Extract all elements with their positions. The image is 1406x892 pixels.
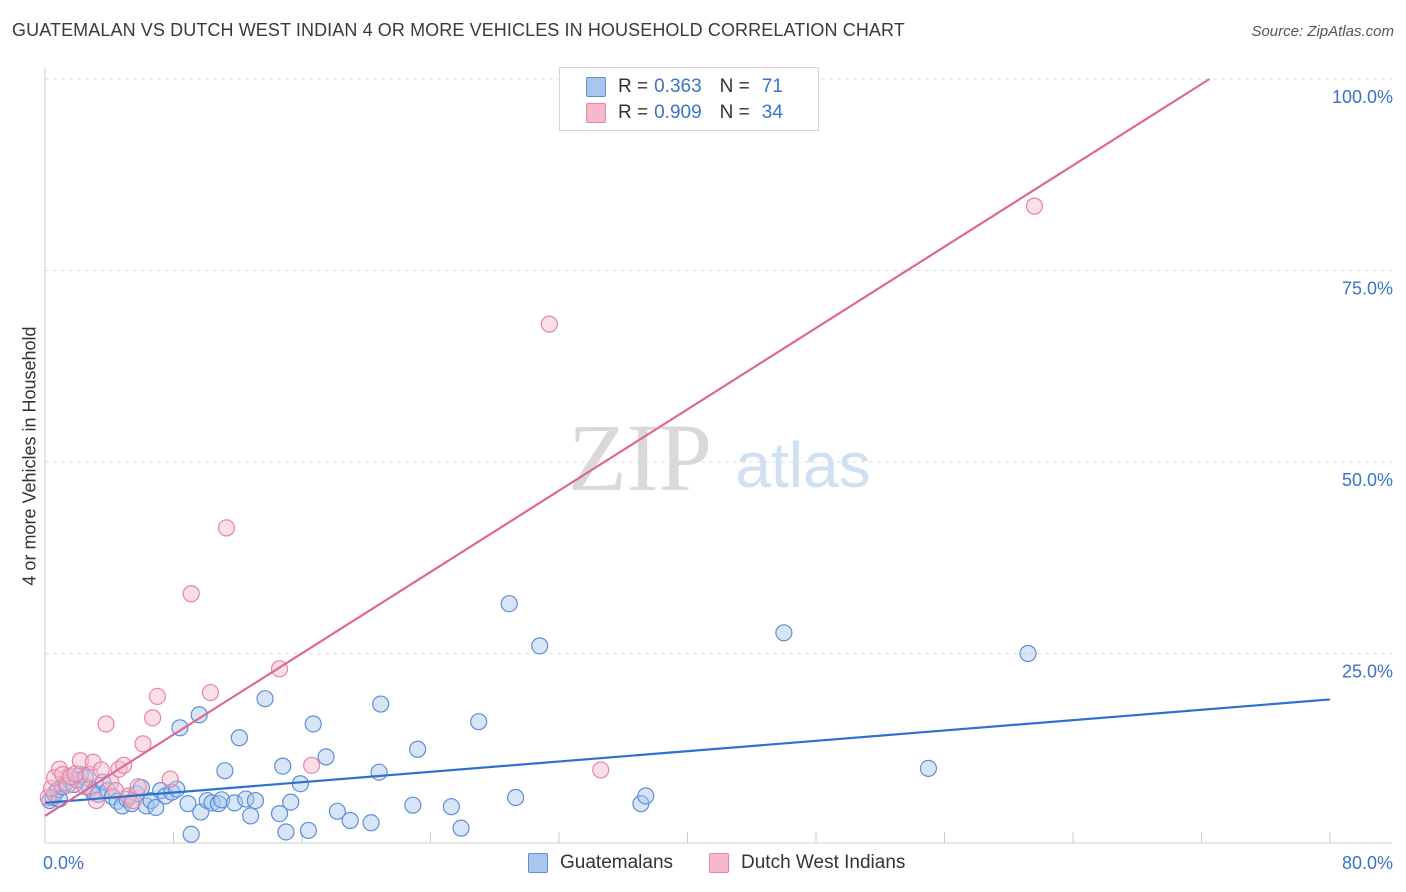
point-guatemalans bbox=[256, 690, 274, 708]
trend-line-dutch-west-indians bbox=[44, 78, 1211, 817]
point-dutch-west-indians bbox=[540, 315, 558, 333]
point-dutch-west-indians bbox=[1025, 197, 1044, 215]
trend-layer bbox=[44, 78, 1331, 817]
points-layer bbox=[39, 197, 1044, 843]
axes-layer bbox=[44, 68, 1392, 844]
legend-row-dutch-west-indians: R = 0.909 N = 34 bbox=[586, 101, 783, 125]
chart-title: GUATEMALAN VS DUTCH WEST INDIAN 4 OR MOR… bbox=[12, 20, 905, 40]
point-guatemalans bbox=[442, 798, 460, 816]
y-tick-label: 100.0% bbox=[1332, 87, 1393, 107]
legend-n-value: 34 bbox=[761, 102, 783, 123]
point-dutch-west-indians bbox=[592, 761, 610, 779]
point-dutch-west-indians bbox=[97, 715, 115, 733]
point-dutch-west-indians bbox=[129, 778, 147, 796]
legend-n-label: N = bbox=[719, 102, 750, 123]
tick-label-layer: 25.0% 50.0% 75.0% 100.0% 0.0% 80.0% bbox=[43, 87, 1393, 873]
point-guatemalans bbox=[1019, 644, 1037, 663]
point-guatemalans bbox=[225, 794, 244, 812]
legend-r-value: 0.909 bbox=[654, 102, 702, 123]
legend-label-guatemalans: Guatemalans bbox=[560, 852, 674, 873]
legend-r-label: R = bbox=[618, 102, 649, 123]
point-dutch-west-indians bbox=[66, 765, 85, 783]
point-dutch-west-indians bbox=[87, 791, 106, 810]
point-dutch-west-indians bbox=[182, 585, 200, 603]
watermark-atlas: atlas bbox=[735, 429, 870, 501]
point-guatemalans bbox=[637, 787, 655, 805]
point-guatemalans bbox=[304, 715, 322, 733]
point-guatemalans bbox=[372, 695, 390, 713]
point-guatemalans bbox=[507, 788, 525, 807]
point-guatemalans bbox=[500, 595, 518, 613]
series-legend: Guatemalans Dutch West Indians bbox=[0, 852, 1406, 878]
legend-row-guatemalans: R = 0.363 N = 71 bbox=[586, 75, 783, 99]
x-tick-label: 80.0% bbox=[1342, 853, 1393, 873]
point-guatemalans bbox=[409, 740, 427, 758]
point-guatemalans bbox=[452, 819, 470, 837]
point-dutch-west-indians bbox=[148, 687, 167, 705]
point-guatemalans bbox=[216, 762, 234, 780]
y-tick-label: 50.0% bbox=[1342, 470, 1393, 490]
legend-item-guatemalans[interactable]: Guatemalans bbox=[528, 852, 673, 874]
point-dutch-west-indians bbox=[217, 519, 236, 537]
grid-layer bbox=[45, 78, 1392, 654]
x-tick-label: 0.0% bbox=[43, 853, 84, 873]
point-guatemalans bbox=[179, 795, 197, 813]
point-guatemalans bbox=[299, 821, 318, 840]
y-tick-label: 75.0% bbox=[1342, 279, 1393, 299]
trend-line-guatemalans bbox=[44, 698, 1331, 804]
legend-r-label: R = bbox=[618, 76, 649, 97]
point-dutch-west-indians bbox=[161, 770, 179, 788]
legend-item-dutch-west-indians[interactable]: Dutch West Indians bbox=[709, 852, 905, 874]
watermark: ZIP atlas bbox=[568, 404, 871, 511]
point-guatemalans bbox=[404, 796, 422, 814]
legend-swatch-pink bbox=[709, 853, 729, 873]
point-dutch-west-indians bbox=[303, 756, 321, 774]
point-dutch-west-indians bbox=[134, 735, 152, 753]
point-guatemalans bbox=[317, 748, 335, 766]
watermark-zip: ZIP bbox=[568, 404, 712, 511]
point-guatemalans bbox=[147, 798, 165, 817]
point-guatemalans bbox=[775, 624, 793, 642]
point-guatemalans bbox=[182, 825, 200, 843]
point-guatemalans bbox=[341, 811, 359, 830]
point-guatemalans bbox=[246, 791, 265, 810]
point-guatemalans bbox=[470, 713, 488, 731]
stats-legend: R = 0.363 N = 71 R = 0.909 N = 34 bbox=[559, 67, 819, 131]
point-dutch-west-indians bbox=[62, 768, 80, 786]
point-guatemalans bbox=[531, 637, 549, 655]
source-label: Source: ZipAtlas.com bbox=[1251, 23, 1394, 40]
point-dutch-west-indians bbox=[107, 782, 125, 800]
point-guatemalans bbox=[270, 804, 289, 823]
point-dutch-west-indians bbox=[144, 709, 162, 727]
legend-swatch-pink bbox=[586, 103, 606, 123]
point-guatemalans bbox=[190, 706, 208, 724]
point-guatemalans bbox=[213, 791, 231, 809]
point-guatemalans bbox=[203, 794, 221, 812]
point-guatemalans bbox=[328, 802, 346, 820]
legend-r-value: 0.363 bbox=[654, 76, 702, 97]
point-dutch-west-indians bbox=[201, 683, 220, 702]
legend-label-dutch-west-indians: Dutch West Indians bbox=[741, 852, 906, 873]
point-guatemalans bbox=[230, 729, 248, 747]
point-guatemalans bbox=[919, 759, 938, 778]
legend-n-value: 71 bbox=[761, 76, 783, 97]
point-dutch-west-indians bbox=[42, 779, 61, 797]
legend-swatch-blue bbox=[528, 853, 548, 873]
point-guatemalans bbox=[274, 757, 292, 775]
point-dutch-west-indians bbox=[71, 752, 89, 770]
legend-swatch-blue bbox=[586, 77, 606, 97]
point-dutch-west-indians bbox=[92, 761, 110, 779]
legend-n-label: N = bbox=[719, 76, 750, 97]
point-guatemalans bbox=[277, 823, 295, 841]
point-guatemalans bbox=[282, 793, 300, 811]
point-guatemalans bbox=[362, 814, 380, 832]
point-guatemalans bbox=[370, 763, 388, 781]
y-tick-label: 25.0% bbox=[1342, 662, 1393, 682]
point-guatemalans bbox=[242, 807, 260, 825]
point-guatemalans bbox=[76, 768, 94, 787]
